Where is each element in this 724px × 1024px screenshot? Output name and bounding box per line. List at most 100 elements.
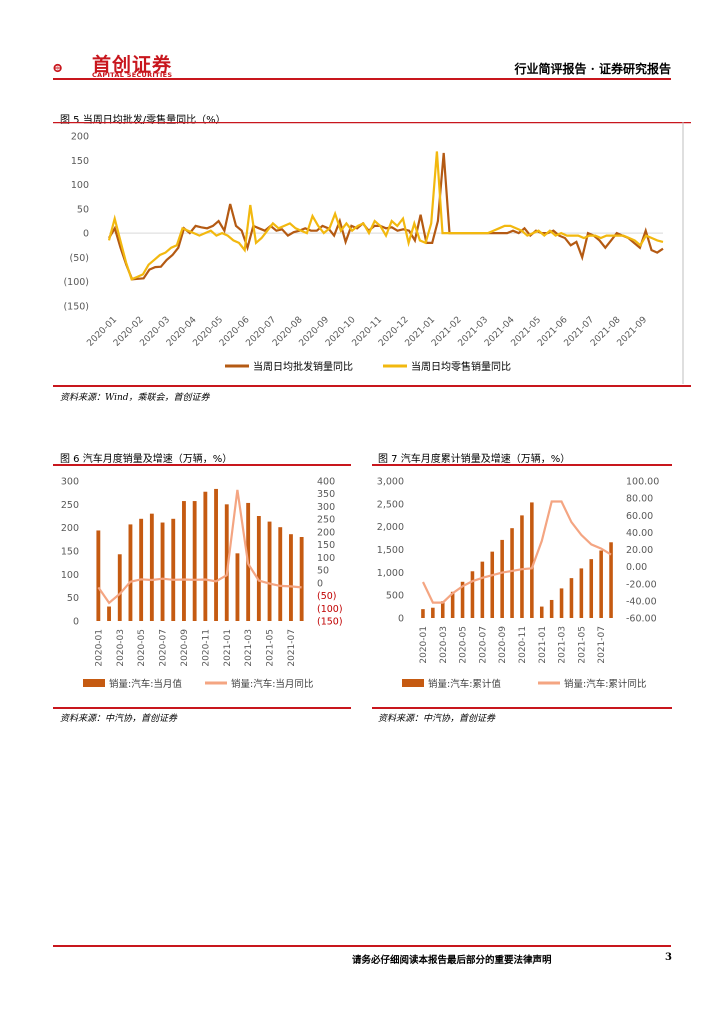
page-number: 3	[665, 952, 672, 963]
y-left-tick-label: 50	[67, 593, 79, 604]
bar	[539, 606, 544, 618]
y-left-tick-label: 150	[61, 547, 79, 558]
x-tick-label: 2020-09	[180, 629, 190, 667]
fig6-top-rule	[53, 464, 351, 466]
footer-disclaimer: 请务必仔细阅读本报告最后部分的重要法律声明	[352, 955, 552, 966]
bar	[171, 518, 176, 621]
y-right-tick-label: 200	[317, 527, 335, 538]
y-right-tick-label: 0	[317, 578, 323, 589]
bar	[480, 561, 485, 618]
bar	[96, 530, 101, 621]
fig7-chart: 3,000 2,500 2,000 1,500 1,000 500 0 100.00 80.00…	[377, 477, 659, 691]
x-tick-label: 2021-01	[538, 626, 548, 664]
y-tick-label: (100)	[63, 277, 89, 288]
x-tick-label: 2021-05	[266, 629, 276, 667]
y-right-tick-label: 60.00	[626, 511, 653, 522]
y-right-tick-label: 0.00	[626, 562, 647, 573]
y-right-tick-label: 100	[317, 553, 335, 564]
x-tick-label: 2020-05	[459, 626, 469, 664]
legend-label-bar: 销量:汽车:累计值	[428, 678, 501, 690]
bar	[579, 568, 584, 618]
bar	[549, 599, 554, 618]
legend-label-line: 销量:汽车:累计同比	[564, 678, 646, 690]
x-tick-label: 2021-07	[597, 626, 607, 664]
x-tick-label: 2021-01	[223, 629, 233, 667]
y-tick-label: (150)	[63, 302, 89, 313]
bar	[149, 513, 154, 621]
bar	[128, 524, 133, 621]
y-left-tick-label: 0	[73, 617, 79, 628]
y-tick-label: 50	[77, 204, 89, 215]
fig5-bottom-rule	[53, 385, 691, 387]
y-tick-label: 200	[71, 132, 89, 143]
legend-swatch-bar	[402, 679, 424, 687]
y-right-tick-label: 100.00	[626, 477, 659, 488]
x-tick-label: 2020-01	[94, 629, 104, 667]
bar	[530, 502, 534, 618]
y-right-tick-label: 40.00	[626, 528, 653, 539]
y-right-tick-label: (100)	[317, 604, 343, 615]
x-tick-label: 2020-09	[498, 626, 508, 664]
y-left-tick-label: 1,500	[377, 545, 404, 556]
header-divider	[53, 78, 671, 80]
bar	[299, 537, 304, 621]
y-tick-label: (50)	[69, 253, 89, 264]
bar	[569, 578, 574, 618]
bar	[160, 522, 165, 621]
y-left-tick-label: 250	[61, 500, 79, 511]
y-left-tick-label: 0	[398, 614, 404, 625]
y-right-tick-label: 80.00	[626, 494, 653, 505]
x-tick-label: 2020-11	[518, 626, 528, 664]
bar	[470, 571, 475, 618]
x-tick-label: 2020-11	[201, 629, 211, 667]
y-left-tick-label: 2,500	[377, 499, 404, 510]
x-tick-label: 2021-03	[244, 629, 254, 667]
logo-text-en: CAPITAL SECURITIES	[92, 71, 173, 79]
y-left-tick-label: 1,000	[377, 568, 404, 579]
bar	[500, 539, 504, 618]
bar	[224, 504, 229, 621]
fig5-legend: 当周日均批发销量同比 当周日均零售销量同比	[225, 360, 511, 373]
bar	[139, 518, 144, 621]
y-left-tick-label: 500	[386, 591, 404, 602]
bar	[182, 501, 186, 621]
x-tick-label: 2021-05	[577, 626, 587, 664]
bar	[267, 521, 272, 621]
x-tick-label: 2020-01	[419, 626, 429, 664]
bar	[278, 527, 283, 621]
bar	[192, 501, 197, 621]
y-left-tick-label: 100	[61, 570, 79, 581]
fig7-bottom-rule	[372, 707, 672, 709]
y-right-tick-label: 350	[317, 489, 335, 500]
y-right-tick-label: 20.00	[626, 545, 653, 556]
y-right-tick-label: -60.00	[626, 614, 657, 625]
y-tick-label: 100	[71, 180, 89, 191]
y-right-tick-label: 400	[317, 477, 335, 488]
x-tick-label: 2020-03	[439, 626, 449, 664]
bar	[589, 559, 594, 618]
bar	[421, 609, 425, 618]
fig6-caption: 图 6 汽车月度销量及增速（万辆，%）	[60, 454, 233, 465]
bar	[256, 516, 261, 621]
report-type-title: 行业简评报告 · 证券研究报告	[514, 62, 671, 76]
fig6-chart: 3002502001501005004003503002502001501005…	[61, 477, 343, 691]
series-line-wholesale-yoy	[108, 152, 664, 281]
bar	[559, 588, 564, 618]
y-left-tick-label: 2,000	[377, 522, 404, 533]
x-tick-label: 2021-03	[558, 626, 568, 664]
legend-label-retail: 当周日均零售销量同比	[411, 360, 511, 373]
y-right-tick-label: 250	[317, 515, 335, 526]
fig6-source: 资料来源：中汽协，首创证券	[60, 714, 178, 724]
fig7-source: 资料来源：中汽协，首创证券	[378, 714, 496, 724]
y-right-tick-label: 150	[317, 540, 335, 551]
bar	[431, 607, 435, 618]
y-left-tick-label: 200	[61, 523, 79, 534]
bar	[490, 551, 495, 618]
bar	[599, 550, 603, 618]
y-tick-label: 150	[71, 156, 89, 167]
fig5-caption: 图 5 当周日均批发/零售量同比（%）	[60, 115, 226, 126]
y-left-tick-label: 300	[61, 477, 79, 488]
y-left-tick-label: 3,000	[377, 477, 404, 488]
bar	[609, 542, 613, 618]
